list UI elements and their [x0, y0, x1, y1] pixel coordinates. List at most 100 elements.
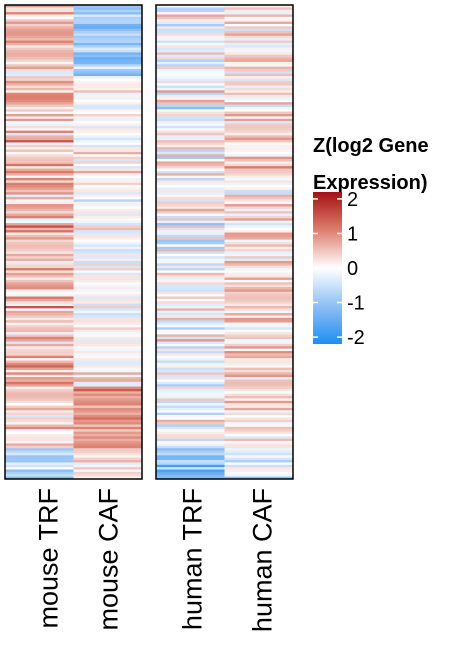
- heatmap-cell: [5, 90, 74, 93]
- heatmap-cell: [5, 291, 74, 295]
- heatmap-cell: [5, 104, 74, 108]
- heatmap-cell: [5, 388, 74, 392]
- heatmap-cell: [5, 374, 74, 378]
- heatmap-cell: [156, 227, 225, 231]
- heatmap-cell: [224, 57, 294, 60]
- heatmap-cell: [224, 87, 294, 91]
- heatmap-cell: [156, 372, 225, 376]
- heatmap-cell: [156, 294, 225, 297]
- heatmap-cell: [73, 40, 143, 44]
- heatmap-cell: [224, 61, 294, 65]
- heatmap-cell: [5, 317, 74, 321]
- heatmap-cell: [5, 277, 74, 281]
- heatmap-cell: [156, 111, 225, 115]
- heatmap-cell: [156, 455, 225, 458]
- heatmap-cell: [5, 68, 74, 72]
- heatmap-cell: [156, 28, 225, 32]
- heatmap-cell: [5, 327, 74, 330]
- heatmap-cell: [5, 73, 74, 77]
- heatmap-cell: [156, 407, 225, 411]
- heatmap-cell: [73, 400, 143, 404]
- heatmap-cell: [156, 104, 225, 108]
- heatmap-cell: [73, 14, 143, 18]
- column-label-human-trf: human TRF: [177, 488, 207, 630]
- heatmap-cell: [156, 7, 225, 11]
- heatmap-cell: [73, 142, 143, 146]
- heatmap-cell: [156, 114, 225, 117]
- heatmap-cell: [224, 305, 294, 309]
- heatmap-cell: [156, 59, 225, 63]
- heatmap-cell: [5, 296, 74, 300]
- heatmap-cell: [5, 353, 74, 357]
- heatmap-cell: [156, 467, 225, 470]
- heatmap-cell: [73, 284, 143, 288]
- heatmap-cell: [224, 381, 294, 385]
- heatmap-cell: [73, 450, 143, 454]
- heatmap-cell: [224, 204, 294, 207]
- heatmap-cell: [5, 398, 74, 402]
- heatmap-cell: [5, 154, 74, 157]
- panel-mouse: [5, 5, 143, 480]
- heatmap-cell: [156, 415, 225, 418]
- heatmap-cell: [73, 332, 143, 335]
- heatmap-cell: [73, 329, 143, 333]
- heatmap-cell: [5, 403, 74, 406]
- heatmap-cell: [5, 426, 74, 430]
- heatmap-cell: [224, 14, 294, 18]
- heatmap-cell: [5, 263, 74, 266]
- heatmap-cell: [224, 154, 294, 157]
- heatmap-cell: [5, 159, 74, 162]
- heatmap-cell: [156, 31, 225, 34]
- heatmap-cell: [224, 438, 294, 442]
- heatmap-cell: [73, 348, 143, 352]
- heatmap-cell: [224, 156, 294, 160]
- heatmap-cell: [5, 149, 74, 153]
- heatmap-cell: [224, 277, 294, 281]
- heatmap-cell: [5, 137, 74, 141]
- heatmap-cell: [224, 144, 294, 148]
- heatmap-cell: [73, 322, 143, 326]
- heatmap-cell: [224, 189, 294, 193]
- heatmap-cell: [156, 362, 225, 366]
- heatmap-cell: [5, 33, 74, 37]
- heatmap-cell: [224, 429, 294, 432]
- heatmap-cell: [156, 201, 225, 205]
- heatmap-cell: [5, 476, 74, 480]
- heatmap-cell: [73, 343, 143, 347]
- heatmap-cell: [5, 166, 74, 169]
- heatmap-cell: [73, 386, 143, 390]
- heatmap-cell: [224, 83, 294, 86]
- heatmap-cell: [156, 403, 225, 406]
- heatmap-cell: [73, 310, 143, 314]
- heatmap-cell: [156, 277, 225, 281]
- heatmap-cell: [5, 260, 74, 264]
- heatmap-cell: [5, 393, 74, 397]
- heatmap-cell: [73, 218, 143, 221]
- heatmap-cell: [156, 457, 225, 461]
- heatmap-cell: [73, 403, 143, 406]
- heatmap-cell: [224, 213, 294, 217]
- heatmap-cell: [5, 407, 74, 411]
- heatmap-cell: [73, 135, 143, 139]
- heatmap-cell: [73, 137, 143, 141]
- heatmap-cell: [224, 279, 294, 283]
- heatmap-cell: [224, 137, 294, 141]
- heatmap-cell: [156, 239, 225, 243]
- heatmap-cell: [73, 23, 143, 27]
- heatmap-cell: [156, 163, 225, 167]
- heatmap-cell: [73, 244, 143, 248]
- heatmap-cell: [224, 464, 294, 468]
- heatmap-cell: [224, 40, 294, 44]
- heatmap-cell: [73, 196, 143, 200]
- heatmap-cell: [73, 455, 143, 458]
- heatmap-cell: [73, 215, 143, 219]
- heatmap-cell: [5, 114, 74, 117]
- heatmap-cell: [224, 123, 294, 127]
- heatmap-cell: [156, 140, 225, 143]
- heatmap-cell: [5, 173, 74, 176]
- heatmap-cell: [156, 396, 225, 399]
- heatmap-cell: [224, 199, 294, 203]
- heatmap-cell: [156, 178, 225, 181]
- heatmap-cell: [73, 123, 143, 127]
- heatmap-cell: [73, 175, 143, 179]
